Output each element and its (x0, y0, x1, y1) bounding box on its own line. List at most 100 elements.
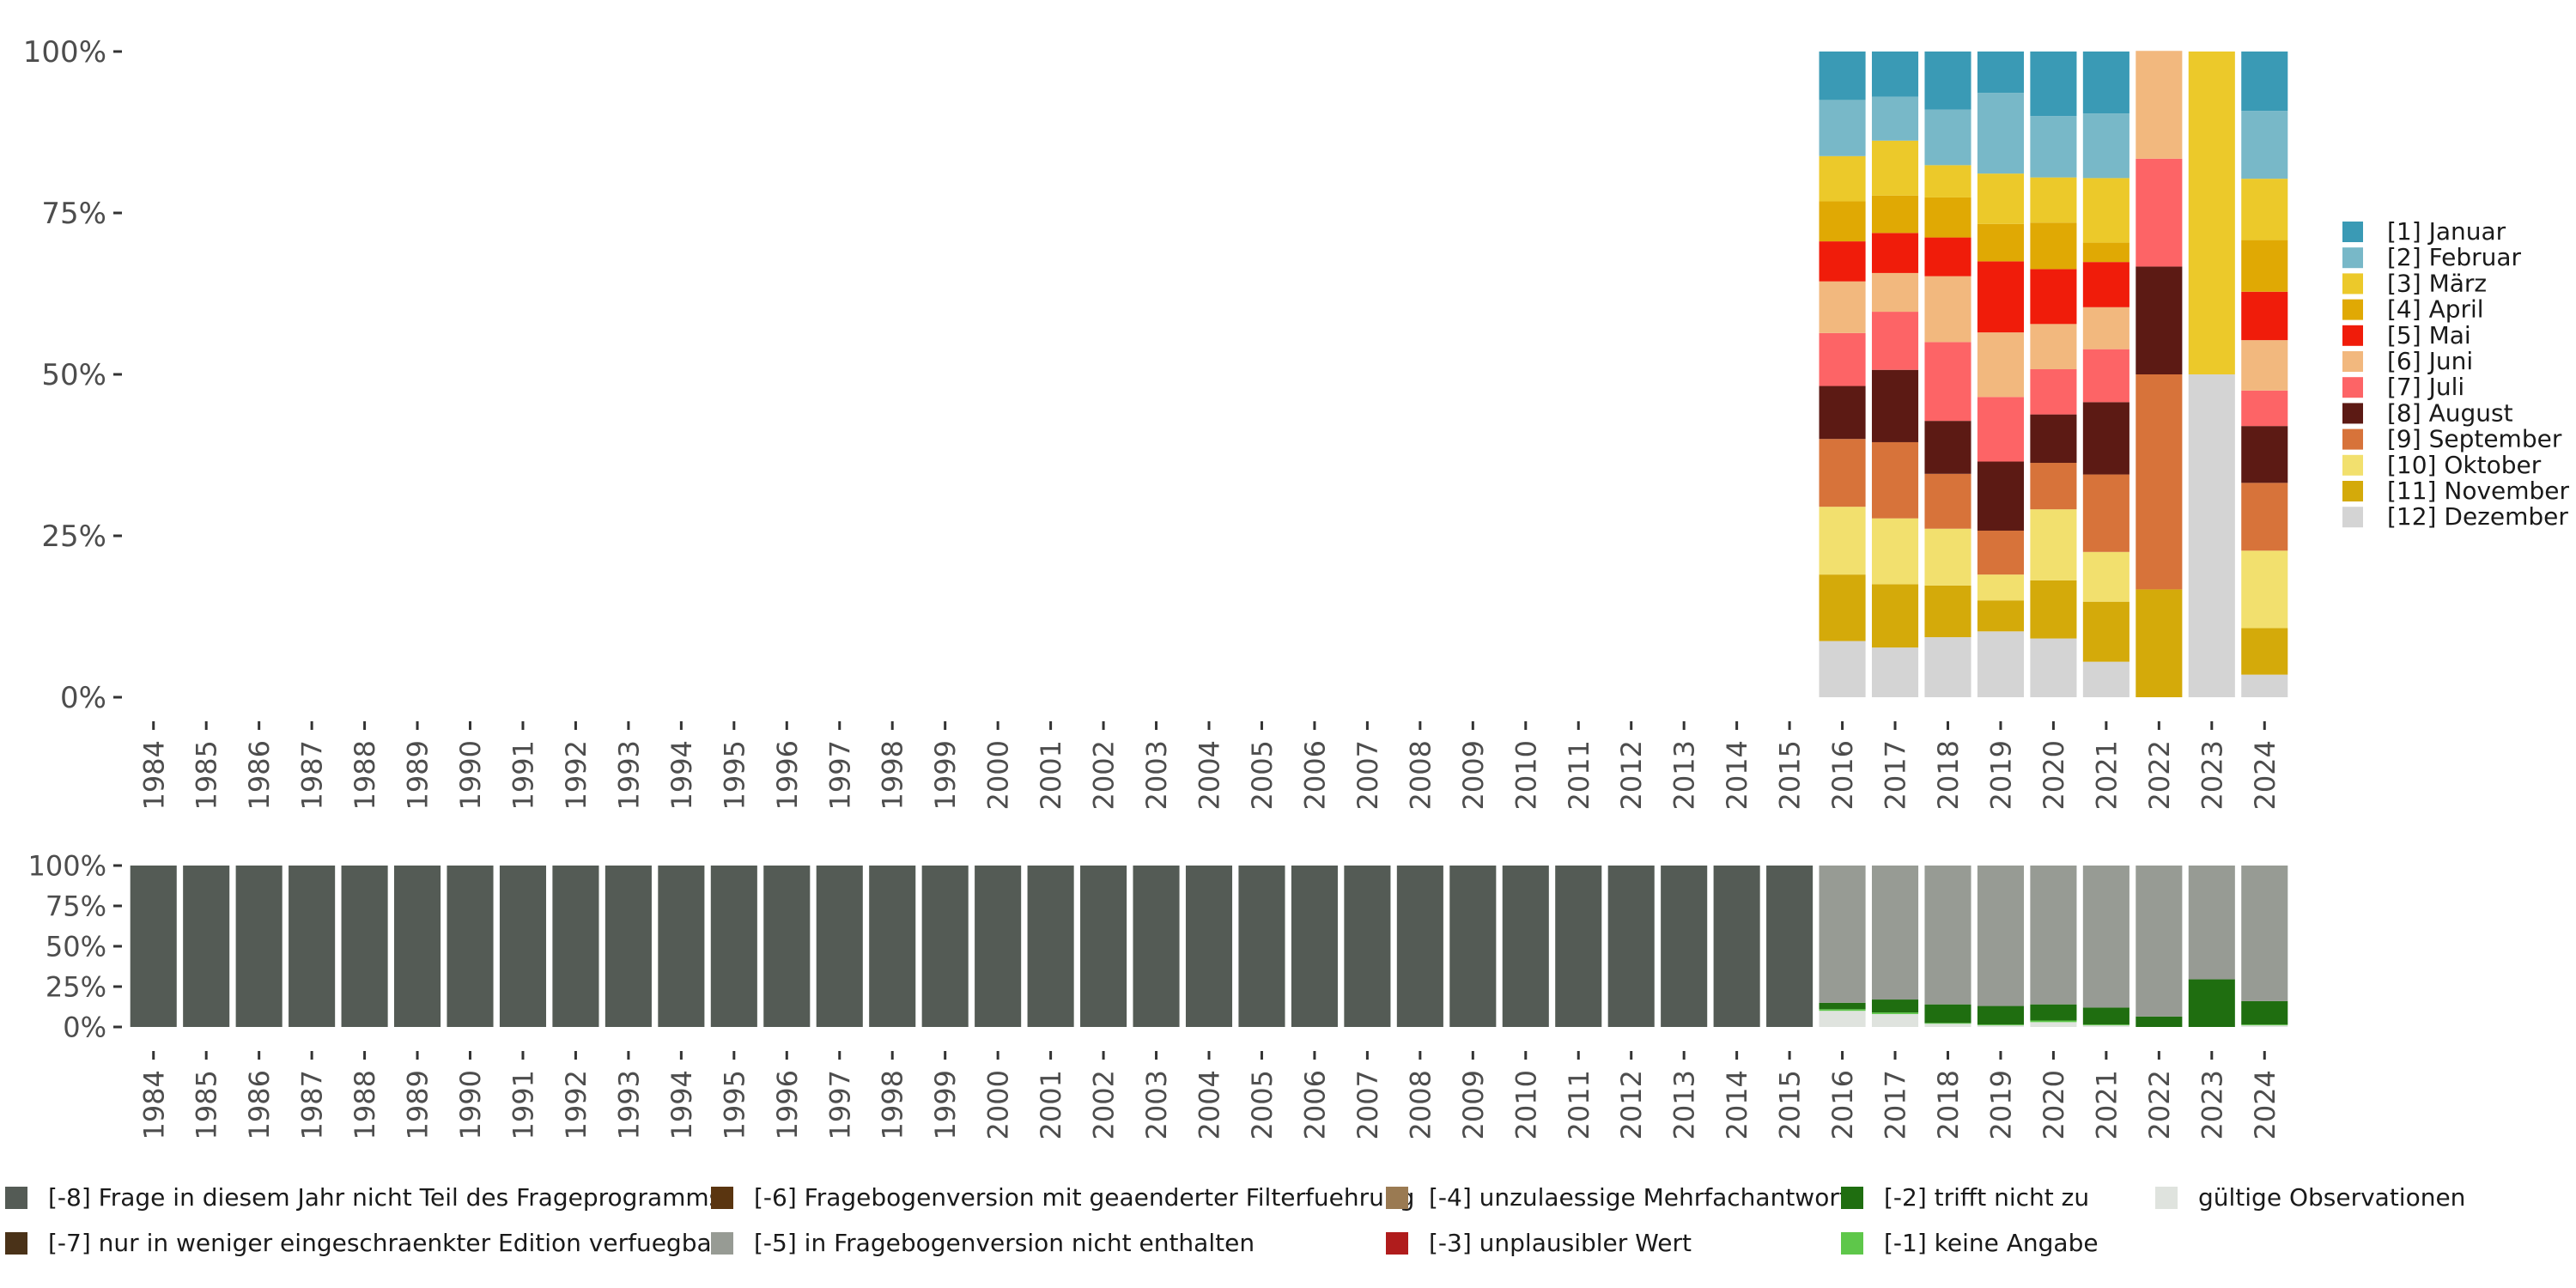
bar-segment-2019-12-dezember (1977, 631, 2024, 697)
y-tick-label: 75% (41, 197, 106, 231)
legend-label-5-in-fragebogenversion-nicht-enthalten: [-5] in Fragebogenversion nicht enthalte… (754, 1229, 1255, 1257)
bar-segment-2020-2-trifft-nicht-zu (2030, 1004, 2077, 1021)
x-tick-label-1986: 1986 (243, 740, 276, 810)
bar-segment-2021-g-ltige-observationen (2082, 1025, 2129, 1027)
bar-segment-2017-6-juni (1871, 272, 1919, 313)
x-tick-label-2004: 2004 (1194, 1070, 1226, 1139)
y-tick-label: 0% (60, 681, 106, 715)
bar-segment-2016-6-juni (1819, 281, 1866, 333)
bar-segment-2018-5-in-fragebogenversion-nicht-enthalten (1924, 866, 1971, 1005)
bar-segment-2022-11-november (2136, 589, 2183, 697)
bar-segment-2017-2-februar (1871, 96, 1919, 141)
x-tick-label-1986: 1986 (243, 1070, 276, 1139)
x-tick-label-2011: 2011 (1563, 740, 1595, 810)
x-tick-label-1985: 1985 (191, 740, 223, 810)
bar-segment-2020-6-juni (2030, 324, 2077, 369)
x-tick-label-2003: 2003 (1140, 740, 1173, 810)
bar-segment-2014-8-frage-in-diesem-jahr-nicht-teil-des-frageprogramms (1713, 866, 1760, 1027)
bar-segment-2018-1-keine-angabe (1924, 1023, 1971, 1024)
bar-segment-2004-8-frage-in-diesem-jahr-nicht-teil-des-frageprogramms (1185, 866, 1233, 1027)
x-tick-label-2020: 2020 (2038, 1070, 2070, 1139)
bar-segment-2013-8-frage-in-diesem-jahr-nicht-teil-des-frageprogramms (1661, 866, 1708, 1027)
bar-segment-2009-8-frage-in-diesem-jahr-nicht-teil-des-frageprogramms (1449, 866, 1497, 1027)
legend-label-8-august: [8] August (2387, 398, 2513, 427)
bar-segment-2023-3-m-rz (2188, 52, 2235, 374)
bar-segment-2021-2-februar (2082, 113, 2129, 179)
bar-segment-2017-9-september (1871, 441, 1919, 519)
legend-swatch-7-juli (2342, 377, 2363, 398)
x-tick-label-2020: 2020 (2038, 740, 2070, 810)
x-tick-label-2014: 2014 (1721, 740, 1753, 810)
legend-swatch-2-trifft-nicht-zu (1841, 1187, 1863, 1209)
x-tick-label-2023: 2023 (2196, 1070, 2228, 1139)
x-tick-label-1996: 1996 (771, 740, 804, 810)
bar-segment-1985-8-frage-in-diesem-jahr-nicht-teil-des-frageprogramms (183, 866, 230, 1027)
bar-segment-2021-5-in-fragebogenversion-nicht-enthalten (2082, 866, 2129, 1008)
bar-segment-2016-2-februar (1819, 100, 1866, 156)
x-tick-label-2011: 2011 (1563, 1070, 1595, 1139)
y-tick-label: 25% (46, 971, 106, 1004)
bar-segment-2021-9-september (2082, 474, 2129, 552)
x-tick-label-2023: 2023 (2196, 740, 2228, 810)
bar-segment-2019-2-trifft-nicht-zu (1977, 1005, 2024, 1025)
legend-swatch-6-fragebogenversion-mit-geaenderter-filterfuehrung (711, 1187, 733, 1209)
x-tick-label-2018: 2018 (1932, 1070, 1965, 1139)
bar-segment-2017-8-august (1871, 369, 1919, 442)
bar-segment-2019-11-november (1977, 600, 2024, 632)
y-tick-label: 0% (63, 1012, 106, 1044)
bar-segment-2016-9-september (1819, 439, 1866, 507)
bar-segment-2017-10-oktober (1871, 518, 1919, 585)
bar-segment-2018-9-september (1924, 473, 1971, 529)
y-tick-label: 100% (28, 850, 106, 883)
legend-label-5-mai: [5] Mai (2387, 321, 2471, 349)
bar-segment-2016-4-april (1819, 201, 1866, 242)
x-tick-label-2001: 2001 (1035, 1070, 1067, 1139)
bar-segment-2022-5-in-fragebogenversion-nicht-enthalten (2136, 866, 2183, 1017)
bar-segment-1984-8-frage-in-diesem-jahr-nicht-teil-des-frageprogramms (130, 866, 177, 1027)
bar-segment-2017-4-april (1871, 195, 1919, 234)
legend-label-1-keine-angabe: [-1] keine Angabe (1884, 1229, 2099, 1257)
bar-segment-2018-12-dezember (1924, 637, 1971, 697)
bar-segment-2019-5-in-fragebogenversion-nicht-enthalten (1977, 866, 2024, 1006)
x-tick-label-2012: 2012 (1615, 1070, 1648, 1139)
legend-swatch-7-nur-in-weniger-eingeschraenkter-edition-verfuegbar (5, 1232, 27, 1255)
bar-segment-2005-8-frage-in-diesem-jahr-nicht-teil-des-frageprogramms (1238, 866, 1285, 1027)
bar-segment-2019-g-ltige-observationen (1977, 1025, 2024, 1027)
legend-missing-codes: [-8] Frage in diesem Jahr nicht Teil des… (5, 1183, 2465, 1257)
x-tick-label-2015: 2015 (1774, 1070, 1807, 1139)
bar-segment-2022-7-juli (2136, 158, 2183, 267)
x-tick-label-2004: 2004 (1194, 740, 1226, 810)
bar-segment-2017-5-in-fragebogenversion-nicht-enthalten (1871, 866, 1919, 1000)
bar-segment-1997-8-frage-in-diesem-jahr-nicht-teil-des-frageprogramms (816, 866, 863, 1027)
bar-segment-2020-g-ltige-observationen (2030, 1022, 2077, 1027)
y-tick-label: 50% (46, 931, 106, 963)
y-tick-label: 50% (41, 358, 106, 392)
bar-segment-2019-3-m-rz (1977, 173, 2024, 224)
x-tick-label-1984: 1984 (137, 740, 170, 810)
bar-segment-2024-g-ltige-observationen (2241, 1025, 2288, 1027)
x-tick-label-2006: 2006 (1298, 1070, 1331, 1139)
bar-segment-2021-4-april (2082, 242, 2129, 263)
x-tick-label-1992: 1992 (560, 740, 592, 810)
bar-segment-2016-8-august (1819, 386, 1866, 440)
bar-segment-2020-8-august (2030, 414, 2077, 464)
bar-segment-2016-2-trifft-nicht-zu (1819, 1002, 1866, 1010)
bar-segment-2018-7-juli (1924, 342, 1971, 422)
bar-segment-2018-11-november (1924, 585, 1971, 638)
x-tick-label-2018: 2018 (1932, 740, 1965, 810)
bar-segment-2018-2-februar (1924, 109, 1971, 166)
bar-segment-1995-8-frage-in-diesem-jahr-nicht-teil-des-frageprogramms (710, 866, 757, 1027)
x-tick-label-2001: 2001 (1035, 740, 1067, 810)
x-tick-label-1997: 1997 (823, 1070, 856, 1139)
bar-segment-2024-3-m-rz (2241, 179, 2288, 240)
bar-segment-2024-2-trifft-nicht-zu (2241, 1000, 2288, 1025)
x-tick-label-1985: 1985 (191, 1070, 223, 1139)
bar-segment-2019-6-juni (1977, 332, 2024, 398)
bar-segment-2020-7-juli (2030, 368, 2077, 415)
bar-segment-2018-1-januar (1924, 52, 1971, 110)
x-tick-label-2024: 2024 (2249, 1070, 2281, 1139)
legend-months: [1] Januar[2] Februar[3] März[4] April[5… (2342, 217, 2570, 531)
legend-swatch-8-august (2342, 403, 2363, 424)
bar-segment-2016-11-november (1819, 574, 1866, 641)
bar-segment-2024-6-juni (2241, 340, 2288, 391)
